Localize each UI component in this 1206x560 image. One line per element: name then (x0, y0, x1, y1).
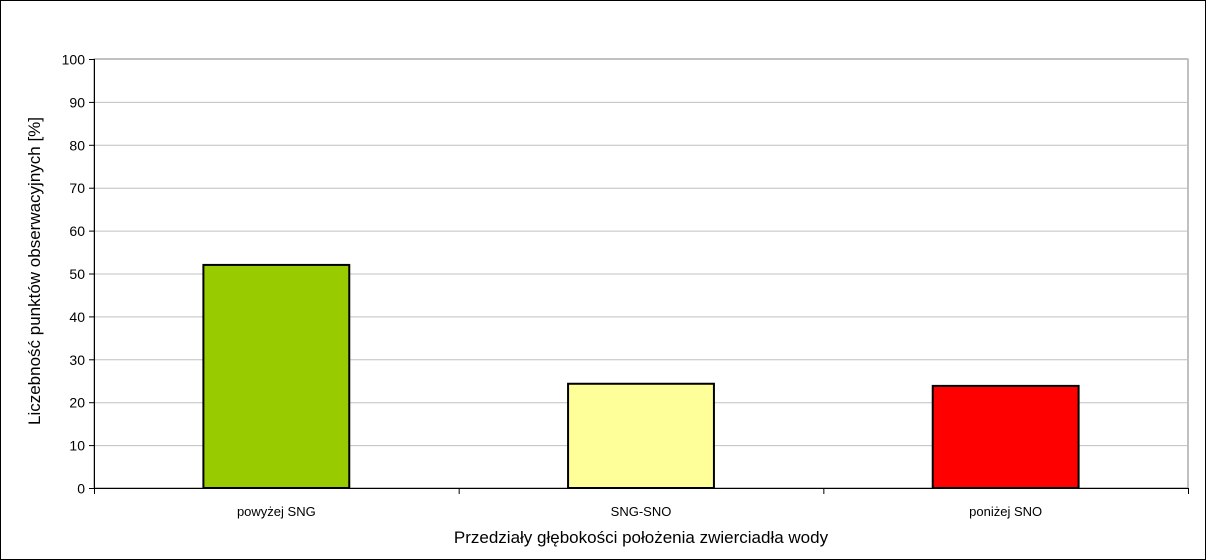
y-tick-label: 100 (62, 52, 86, 68)
axes (89, 59, 1189, 494)
bars (202, 263, 1080, 490)
y-tick-label: 70 (69, 180, 85, 196)
x-axis-title: Przedziały głębokości położenia zwiercia… (454, 528, 829, 547)
bar-1 (202, 263, 351, 490)
y-tick-label: 80 (69, 137, 85, 153)
y-tick-label: 60 (69, 223, 85, 239)
y-axis-title: Liczebność punktów obserwacyjnych [%] (25, 117, 44, 425)
y-tick-label: 10 (69, 438, 85, 454)
tick-labels: 0 10 20 30 40 50 60 70 80 90 100 powyżej SNG SNG-SNO… (62, 52, 1043, 520)
y-tick-label: 20 (69, 395, 85, 411)
y-tick-label: 0 (77, 481, 85, 497)
y-tick-label: 40 (69, 309, 85, 325)
bar-3 (931, 384, 1080, 490)
x-tick-label: poniżej SNO (969, 504, 1042, 519)
y-tick-label: 50 (69, 266, 85, 282)
x-tick-label: powyżej SNG (237, 504, 316, 519)
y-tick-label: 90 (69, 94, 85, 110)
y-tick-label: 30 (69, 352, 85, 368)
bar-2 (567, 382, 715, 489)
x-tick-label: SNG-SNO (611, 504, 672, 519)
